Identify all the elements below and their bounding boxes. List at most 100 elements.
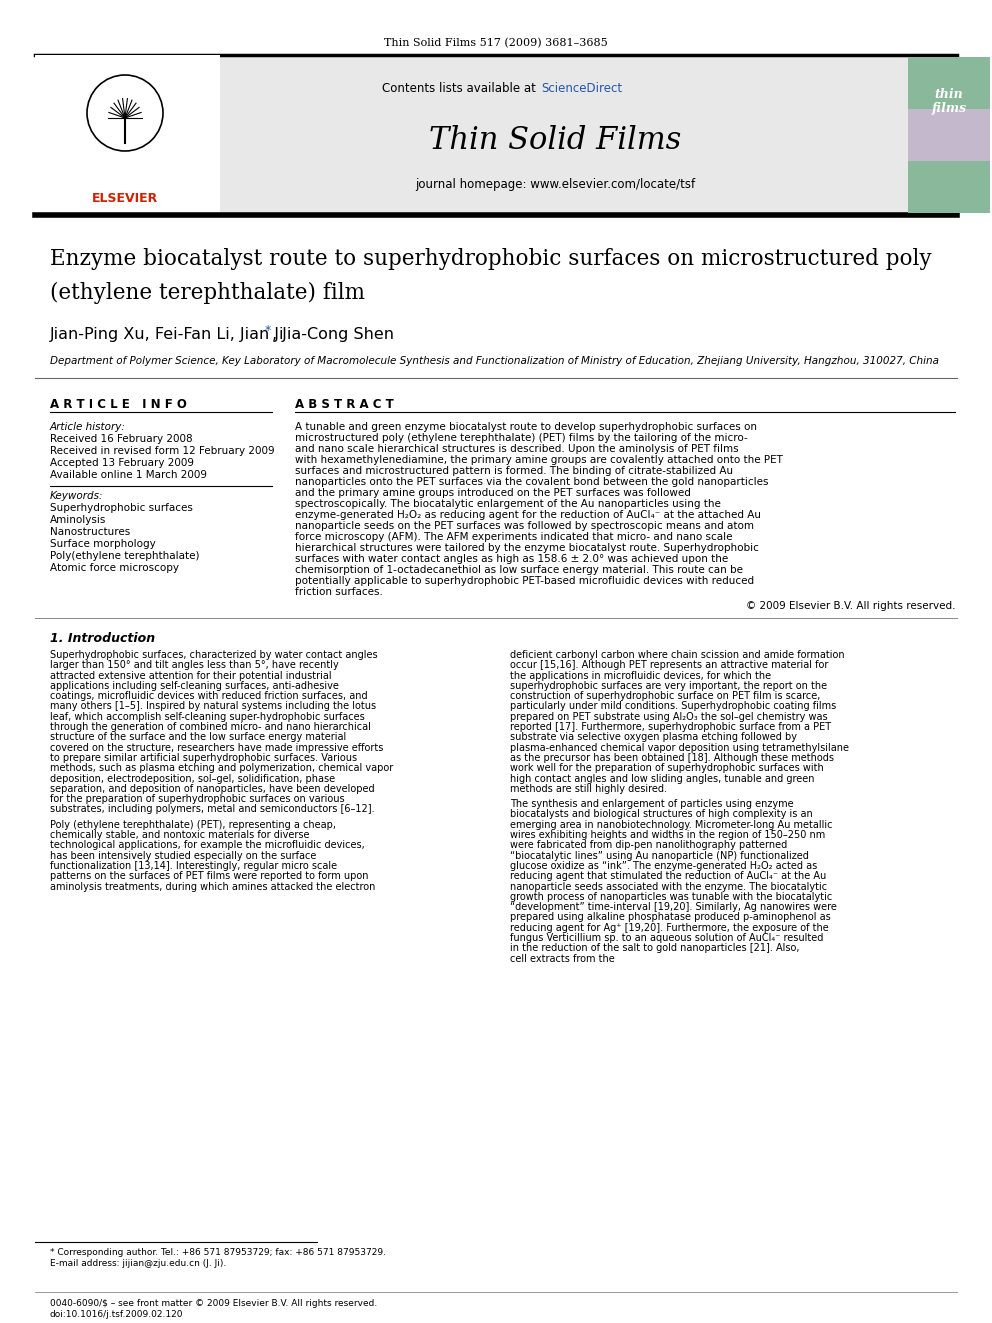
Text: Contents lists available at: Contents lists available at: [382, 82, 540, 95]
Bar: [908, 161, 990, 213]
Text: glucose oxidize as “ink”. The enzyme-generated H₂O₂ acted as: glucose oxidize as “ink”. The enzyme-gen…: [510, 861, 817, 871]
Text: patterns on the surfaces of PET films were reported to form upon: patterns on the surfaces of PET films we…: [50, 872, 368, 881]
Text: Poly(ethylene terephthalate): Poly(ethylene terephthalate): [50, 550, 199, 561]
Text: functionalization [13,14]. Interestingly, regular micro scale: functionalization [13,14]. Interestingly…: [50, 861, 337, 871]
Text: to prepare similar artificial superhydrophobic surfaces. Various: to prepare similar artificial superhydro…: [50, 753, 357, 763]
Text: potentially applicable to superhydrophobic PET-based microfluidic devices with r: potentially applicable to superhydrophob…: [295, 576, 754, 586]
Text: for the preparation of superhydrophobic surfaces on various: for the preparation of superhydrophobic …: [50, 794, 344, 804]
Text: substrate via selective oxygen plasma etching followed by: substrate via selective oxygen plasma et…: [510, 733, 797, 742]
Text: chemisorption of 1-octadecanethiol as low surface energy material. This route ca: chemisorption of 1-octadecanethiol as lo…: [295, 565, 743, 576]
Text: were fabricated from dip-pen nanolithography patterned: were fabricated from dip-pen nanolithogr…: [510, 840, 788, 851]
Text: and the primary amine groups introduced on the PET surfaces was followed: and the primary amine groups introduced …: [295, 488, 690, 497]
Text: Superhydrophobic surfaces, characterized by water contact angles: Superhydrophobic surfaces, characterized…: [50, 650, 378, 660]
Text: cell extracts from the: cell extracts from the: [510, 954, 615, 963]
Text: “biocatalytic lines” using Au nanoparticle (NP) functionalized: “biocatalytic lines” using Au nanopartic…: [510, 851, 808, 861]
Text: aminolysis treatments, during which amines attacked the electron: aminolysis treatments, during which amin…: [50, 881, 375, 892]
Text: biocatalysts and biological structures of high complexity is an: biocatalysts and biological structures o…: [510, 810, 812, 819]
Text: Accepted 13 February 2009: Accepted 13 February 2009: [50, 458, 194, 468]
Text: fungus Verticillium sp. to an aqueous solution of AuCl₄⁻ resulted: fungus Verticillium sp. to an aqueous so…: [510, 933, 823, 943]
Text: in the reduction of the salt to gold nanoparticles [21]. Also,: in the reduction of the salt to gold nan…: [510, 943, 800, 954]
Text: microstructured poly (ethylene terephthalate) (PET) films by the tailoring of th: microstructured poly (ethylene terephtha…: [295, 433, 748, 443]
Bar: [908, 57, 990, 108]
Text: Received in revised form 12 February 2009: Received in revised form 12 February 200…: [50, 446, 275, 456]
Text: friction surfaces.: friction surfaces.: [295, 587, 383, 597]
Text: Received 16 February 2008: Received 16 February 2008: [50, 434, 192, 445]
Text: deficient carbonyl carbon where chain scission and amide formation: deficient carbonyl carbon where chain sc…: [510, 650, 844, 660]
Text: nanoparticles onto the PET surfaces via the covalent bond between the gold nanop: nanoparticles onto the PET surfaces via …: [295, 478, 769, 487]
Text: as the precursor has been obtained [18]. Although these methods: as the precursor has been obtained [18].…: [510, 753, 834, 763]
Text: (ethylene terephthalate) film: (ethylene terephthalate) film: [50, 282, 365, 304]
Bar: [908, 108, 990, 161]
Text: coatings, microfluidic devices with reduced friction surfaces, and: coatings, microfluidic devices with redu…: [50, 691, 368, 701]
Text: structure of the surface and the low surface energy material: structure of the surface and the low sur…: [50, 733, 346, 742]
Text: Available online 1 March 2009: Available online 1 March 2009: [50, 470, 207, 480]
Text: deposition, electrodeposition, sol–gel, solidification, phase: deposition, electrodeposition, sol–gel, …: [50, 774, 335, 783]
Text: leaf, which accomplish self-cleaning super-hydrophobic surfaces: leaf, which accomplish self-cleaning sup…: [50, 712, 365, 722]
Text: growth process of nanoparticles was tunable with the biocatalytic: growth process of nanoparticles was tuna…: [510, 892, 832, 902]
Text: A R T I C L E   I N F O: A R T I C L E I N F O: [50, 398, 186, 411]
Text: emerging area in nanobiotechnology. Micrometer-long Au metallic: emerging area in nanobiotechnology. Micr…: [510, 820, 832, 830]
Text: occur [15,16]. Although PET represents an attractive material for: occur [15,16]. Although PET represents a…: [510, 660, 828, 671]
Text: ELSEVIER: ELSEVIER: [92, 192, 158, 205]
Text: surfaces and microstructured pattern is formed. The binding of citrate-stabilize: surfaces and microstructured pattern is …: [295, 466, 733, 476]
Text: reducing agent that stimulated the reduction of AuCl₄⁻ at the Au: reducing agent that stimulated the reduc…: [510, 872, 826, 881]
Bar: [35, 56, 957, 216]
Text: particularly under mild conditions. Superhydrophobic coating films: particularly under mild conditions. Supe…: [510, 701, 836, 712]
Text: Article history:: Article history:: [50, 422, 126, 433]
Text: * Corresponding author. Tel.: +86 571 87953729; fax: +86 571 87953729.: * Corresponding author. Tel.: +86 571 87…: [50, 1248, 386, 1257]
Text: methods, such as plasma etching and polymerization, chemical vapor: methods, such as plasma etching and poly…: [50, 763, 393, 774]
Text: E-mail address: jijian@zju.edu.cn (J. Ji).: E-mail address: jijian@zju.edu.cn (J. Ji…: [50, 1259, 226, 1267]
Text: , Jia-Cong Shen: , Jia-Cong Shen: [272, 327, 394, 343]
Text: Jian-Ping Xu, Fei-Fan Li, Jian Ji: Jian-Ping Xu, Fei-Fan Li, Jian Ji: [50, 327, 285, 343]
Text: Thin Solid Films: Thin Solid Films: [429, 124, 682, 156]
Text: 1. Introduction: 1. Introduction: [50, 632, 155, 646]
Text: work well for the preparation of superhydrophobic surfaces with: work well for the preparation of superhy…: [510, 763, 823, 774]
Text: many others [1–5]. Inspired by natural systems including the lotus: many others [1–5]. Inspired by natural s…: [50, 701, 376, 712]
Text: construction of superhydrophobic surface on PET film is scarce,: construction of superhydrophobic surface…: [510, 691, 820, 701]
Text: nanoparticle seeds associated with the enzyme. The biocatalytic: nanoparticle seeds associated with the e…: [510, 881, 827, 892]
Text: wires exhibiting heights and widths in the region of 150–250 nm: wires exhibiting heights and widths in t…: [510, 830, 825, 840]
Text: hierarchical structures were tailored by the enzyme biocatalyst route. Superhydr: hierarchical structures were tailored by…: [295, 542, 759, 553]
Text: Atomic force microscopy: Atomic force microscopy: [50, 564, 179, 573]
Text: has been intensively studied especially on the surface: has been intensively studied especially …: [50, 851, 316, 861]
Text: films: films: [931, 102, 966, 115]
Text: Surface morphology: Surface morphology: [50, 538, 156, 549]
Text: doi:10.1016/j.tsf.2009.02.120: doi:10.1016/j.tsf.2009.02.120: [50, 1310, 184, 1319]
Text: and nano scale hierarchical structures is described. Upon the aminolysis of PET : and nano scale hierarchical structures i…: [295, 445, 739, 454]
Text: prepared using alkaline phosphatase produced p-aminophenol as: prepared using alkaline phosphatase prod…: [510, 913, 830, 922]
Text: nanoparticle seeds on the PET surfaces was followed by spectroscopic means and a: nanoparticle seeds on the PET surfaces w…: [295, 521, 754, 531]
Text: A B S T R A C T: A B S T R A C T: [295, 398, 394, 411]
Text: enzyme-generated H₂O₂ as reducing agent for the reduction of AuCl₄⁻ at the attac: enzyme-generated H₂O₂ as reducing agent …: [295, 509, 761, 520]
Text: the applications in microfluidic devices, for which the: the applications in microfluidic devices…: [510, 671, 771, 680]
Text: superhydrophobic surfaces are very important, the report on the: superhydrophobic surfaces are very impor…: [510, 681, 827, 691]
Text: Aminolysis: Aminolysis: [50, 515, 106, 525]
Text: Superhydrophobic surfaces: Superhydrophobic surfaces: [50, 503, 192, 513]
Bar: [35, 56, 220, 216]
Text: separation, and deposition of nanoparticles, have been developed: separation, and deposition of nanopartic…: [50, 785, 375, 794]
Text: prepared on PET substrate using Al₂O₃ the sol–gel chemistry was: prepared on PET substrate using Al₂O₃ th…: [510, 712, 827, 722]
Text: attracted extensive attention for their potential industrial: attracted extensive attention for their …: [50, 671, 331, 680]
Text: thin: thin: [934, 89, 963, 101]
Text: larger than 150° and tilt angles less than 5°, have recently: larger than 150° and tilt angles less th…: [50, 660, 338, 671]
Text: plasma-enhanced chemical vapor deposition using tetramethylsilane: plasma-enhanced chemical vapor depositio…: [510, 742, 849, 753]
Text: applications including self-cleaning surfaces, anti-adhesive: applications including self-cleaning sur…: [50, 681, 339, 691]
Text: Thin Solid Films 517 (2009) 3681–3685: Thin Solid Films 517 (2009) 3681–3685: [384, 38, 608, 49]
Text: Department of Polymer Science, Key Laboratory of Macromolecule Synthesis and Fun: Department of Polymer Science, Key Labor…: [50, 356, 939, 366]
Text: journal homepage: www.elsevier.com/locate/tsf: journal homepage: www.elsevier.com/locat…: [415, 179, 695, 191]
Text: reducing agent for Ag⁺ [19,20]. Furthermore, the exposure of the: reducing agent for Ag⁺ [19,20]. Furtherm…: [510, 923, 828, 933]
Text: Keywords:: Keywords:: [50, 491, 103, 501]
Text: “development” time-interval [19,20]. Similarly, Ag nanowires were: “development” time-interval [19,20]. Sim…: [510, 902, 837, 912]
Text: A tunable and green enzyme biocatalyst route to develop superhydrophobic surface: A tunable and green enzyme biocatalyst r…: [295, 422, 757, 433]
Text: surfaces with water contact angles as high as 158.6 ± 2.0° was achieved upon the: surfaces with water contact angles as hi…: [295, 554, 728, 564]
Text: © 2009 Elsevier B.V. All rights reserved.: © 2009 Elsevier B.V. All rights reserved…: [746, 601, 955, 611]
Text: ScienceDirect: ScienceDirect: [541, 82, 622, 95]
Text: through the generation of combined micro- and nano hierarchical: through the generation of combined micro…: [50, 722, 371, 732]
Text: 0040-6090/$ – see front matter © 2009 Elsevier B.V. All rights reserved.: 0040-6090/$ – see front matter © 2009 El…: [50, 1299, 377, 1308]
Text: methods are still highly desired.: methods are still highly desired.: [510, 785, 667, 794]
Text: spectroscopically. The biocatalytic enlargement of the Au nanoparticles using th: spectroscopically. The biocatalytic enla…: [295, 499, 721, 509]
Text: covered on the structure, researchers have made impressive efforts: covered on the structure, researchers ha…: [50, 742, 383, 753]
Text: substrates, including polymers, metal and semiconductors [6–12].: substrates, including polymers, metal an…: [50, 804, 375, 815]
Text: force microscopy (AFM). The AFM experiments indicated that micro- and nano scale: force microscopy (AFM). The AFM experime…: [295, 532, 732, 542]
Text: The synthesis and enlargement of particles using enzyme: The synthesis and enlargement of particl…: [510, 799, 794, 810]
Text: high contact angles and low sliding angles, tunable and green: high contact angles and low sliding angl…: [510, 774, 814, 783]
